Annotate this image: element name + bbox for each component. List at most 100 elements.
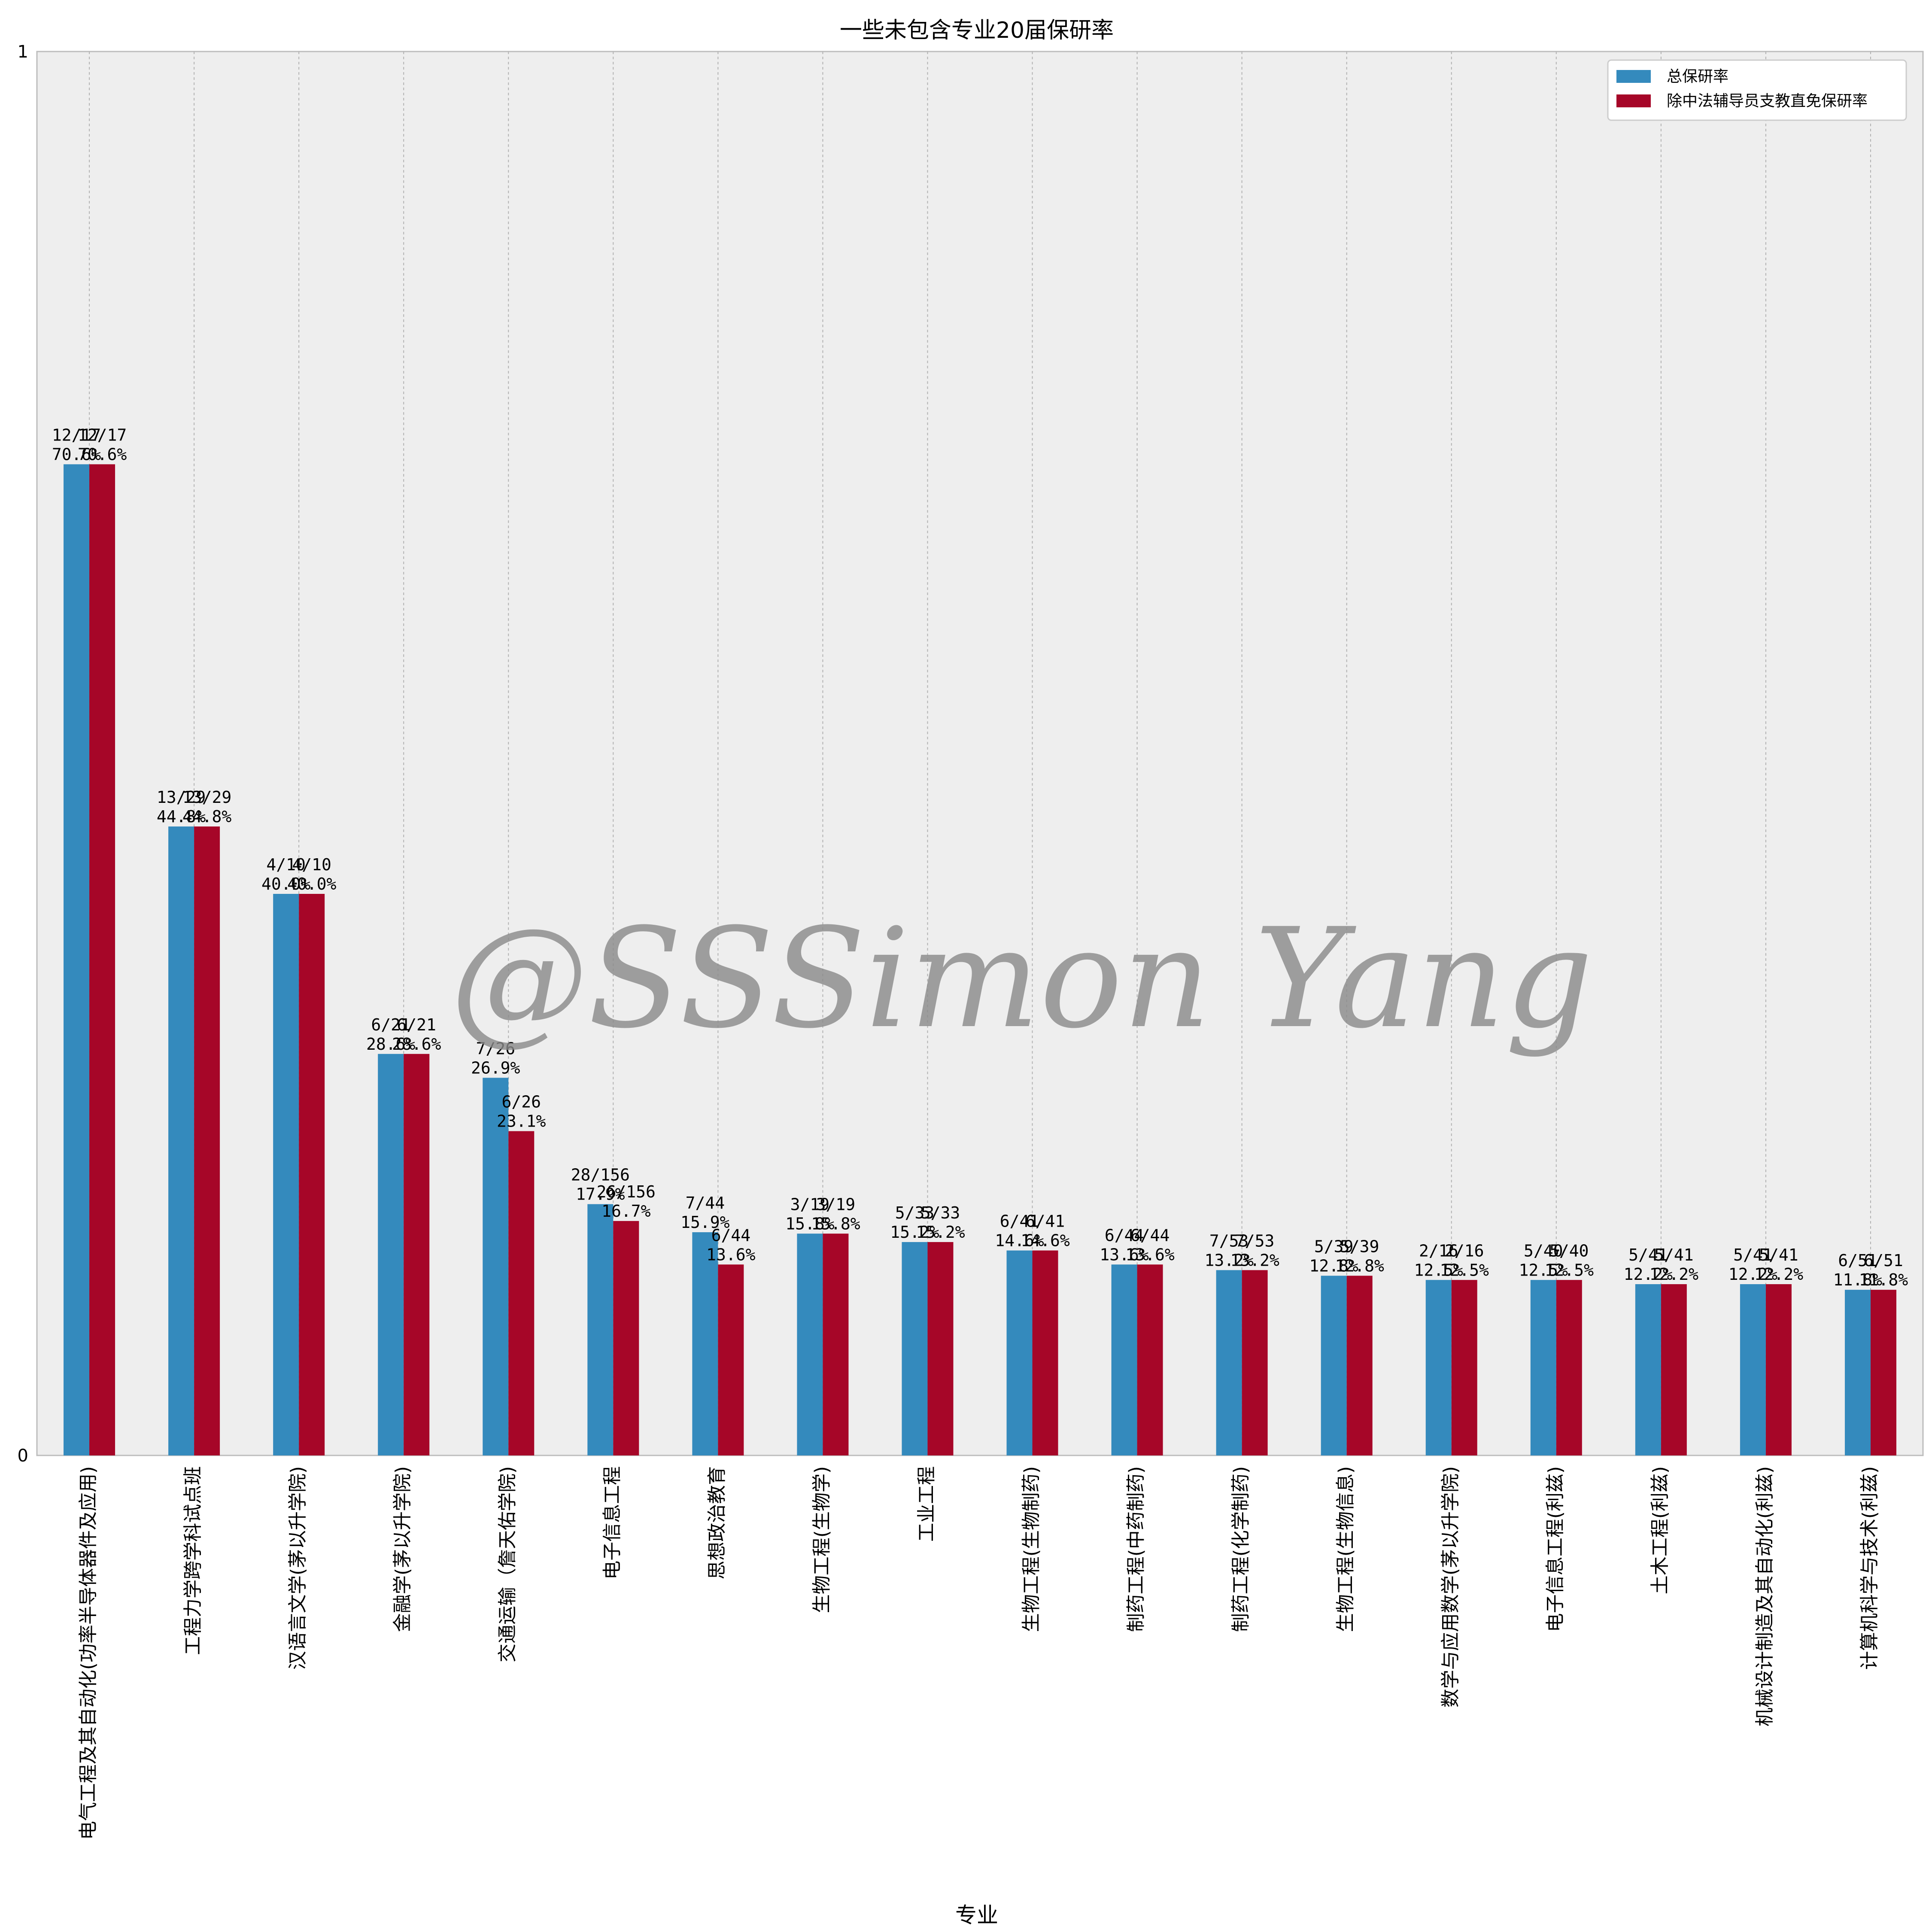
bar-label-fraction: 13/29 [157,788,206,807]
bar-total [1530,1280,1556,1455]
y-tick-label: 1 [18,42,28,62]
bars [64,464,1896,1456]
bar-excluding [404,1054,430,1455]
x-tick-label: 工业工程 [915,1466,937,1542]
bar-label-percent: 12.2% [1754,1265,1804,1284]
bar-excluding [1765,1284,1792,1455]
bar-label-percent: 15.2% [890,1223,939,1242]
bar-label-fraction: 26/156 [597,1182,656,1201]
bar-label-percent: 40.0% [287,875,337,893]
x-tick-label: 电子信息工程 [601,1466,623,1580]
plot-area [36,51,1924,1456]
bar-label-fraction: 7/44 [686,1194,725,1212]
x-tick-label: 生物工程(生物学) [811,1466,832,1613]
x-tick-label: 制药工程(中药制药) [1125,1466,1147,1632]
bar-label-percent: 12.5% [1440,1261,1489,1279]
bar-label-percent: 70.6% [52,445,101,464]
bar-total [483,1078,509,1455]
bar-label-percent: 11.8% [1859,1270,1908,1289]
bar-excluding [1346,1276,1373,1455]
bar-label-fraction: 7/26 [476,1039,515,1058]
bar-total [902,1242,928,1455]
x-tick-label: 生物工程(生物制药) [1021,1466,1042,1632]
x-tick-label: 机械设计制造及其自动化(利兹) [1754,1466,1776,1726]
bar-label-fraction: 5/40 [1549,1241,1589,1260]
legend-label-total: 总保研率 [1667,68,1728,85]
x-tick-label: 思想政治教育 [706,1466,728,1580]
bar-excluding [508,1131,535,1455]
bar-total [1425,1280,1452,1455]
bar-label-fraction: 6/26 [501,1093,541,1112]
bar-label-percent: 12.8% [1335,1256,1384,1275]
bar-label-fraction: 3/19 [816,1195,856,1214]
x-tick-label: 土木工程(利兹) [1649,1466,1671,1594]
legend: 总保研率 除中法辅导员支教直免保研率 [1607,59,1907,121]
bar-excluding [89,464,115,1456]
bar-total [1844,1290,1871,1455]
bar-label-fraction: 6/21 [371,1015,410,1034]
bar-excluding [299,894,325,1455]
bar-total [1740,1284,1766,1455]
bar-label-fraction: 6/44 [1130,1226,1170,1245]
bar-label-fraction: 4/10 [292,855,331,874]
bar-label-percent: 14.6% [1021,1231,1070,1250]
bar-label-fraction: 5/40 [1524,1241,1563,1260]
x-axis-label: 专业 [955,1903,998,1928]
x-tick-label: 金融学(茅以升学院) [392,1466,413,1632]
bar-excluding [927,1242,954,1455]
bar-total [587,1204,614,1455]
bar-total [64,464,90,1456]
bar-label-fraction: 5/33 [921,1203,960,1222]
legend-label-excluding: 除中法辅导员支教直免保研率 [1667,92,1868,110]
bar-label-fraction: 6/51 [1838,1251,1877,1270]
x-axis-tick-labels: 电气工程及其自动化(功率半导体器件及应用) 工程力学跨学科试点班 汉语言文学(茅以升… [77,1466,1880,1840]
bar-label-fraction: 5/39 [1314,1237,1354,1256]
bar-label-percent: 11.8% [1833,1270,1883,1289]
bar-total [1216,1270,1242,1455]
bar-label-percent: 15.8% [811,1214,860,1233]
bar-label-percent: 17.9% [576,1185,625,1204]
x-tick-label: 生物工程(生物信息) [1335,1466,1357,1632]
bar-excluding [1032,1250,1058,1455]
bar-excluding [613,1221,639,1455]
bar-total [1006,1250,1033,1455]
bar-total [1321,1276,1347,1455]
bar-label-percent: 13.2% [1204,1251,1254,1270]
bar-excluding [1661,1284,1687,1455]
bar-label-percent: 12.5% [1519,1261,1568,1279]
x-tick-label: 数学与应用数学(茅以升学院) [1440,1466,1461,1707]
bar-label-percent: 13.2% [1230,1251,1279,1270]
bar-label-percent: 28.6% [392,1035,441,1054]
bar-label-percent: 12.2% [1624,1265,1673,1284]
bar-label-percent: 40.0% [261,875,311,893]
bar-label-fraction: 5/41 [1628,1245,1668,1264]
bar-label-fraction: 3/19 [790,1195,830,1214]
bar-excluding [1137,1264,1163,1455]
bar-label-percent: 44.8% [157,807,206,826]
y-tick-label: 0 [18,1446,28,1466]
bar-label-fraction: 12/17 [78,425,127,444]
bar-label-percent: 12.5% [1545,1261,1594,1279]
y-axis-tick-labels: 01 [18,42,28,1466]
bar-label-percent: 15.2% [916,1223,965,1242]
bar-label-fraction: 6/51 [1864,1251,1903,1270]
bar-label-fraction: 2/16 [1419,1241,1458,1260]
bar-excluding [1556,1280,1582,1455]
bar-label-fraction: 6/44 [1105,1226,1144,1245]
bar-label-percent: 12.2% [1728,1265,1778,1284]
x-tick-label: 汉语言文学(茅以升学院) [287,1466,309,1670]
bar-label-fraction: 6/44 [711,1226,751,1245]
bar-label-fraction: 2/16 [1445,1241,1484,1260]
bar-label-fraction: 7/53 [1209,1231,1249,1250]
bar-total [168,826,194,1455]
chart-title: 一些未包含专业20届保研率 [840,18,1114,43]
bar-label-percent: 13.6% [1125,1245,1175,1264]
bar-label-percent: 12.5% [1414,1261,1464,1279]
bar-label-fraction: 5/33 [895,1203,935,1222]
bar-label-percent: 13.6% [706,1245,756,1264]
bar-label-percent: 28.6% [366,1035,416,1054]
legend-swatch-excluding [1616,94,1651,107]
bar-excluding [1242,1270,1268,1455]
